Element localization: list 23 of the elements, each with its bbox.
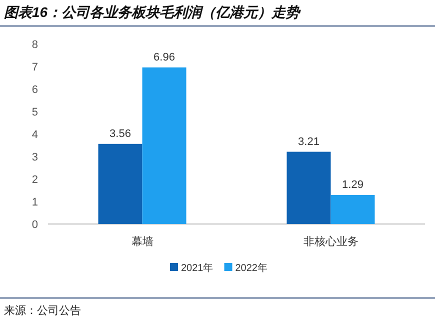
- x-tick-label: 非核心业务: [303, 235, 358, 248]
- data-label: 3.21: [298, 136, 320, 148]
- y-tick-label: 2: [32, 174, 38, 186]
- y-tick-label: 4: [32, 129, 38, 141]
- chart-title: 图表16：公司各业务板块毛利润（亿港元）走势: [4, 4, 302, 20]
- bar: [142, 67, 186, 224]
- y-tick-label: 8: [32, 39, 38, 51]
- y-tick-label: 1: [32, 196, 38, 208]
- bar: [330, 194, 375, 224]
- y-tick-label: 7: [32, 62, 38, 74]
- legend-label: 2022年: [235, 262, 268, 274]
- bar: [286, 152, 331, 224]
- source-note: 来源：公司公告: [4, 304, 81, 317]
- y-tick-label: 6: [32, 84, 38, 96]
- y-tick-label: 3: [32, 152, 38, 164]
- x-tick-label: 幕墙: [131, 235, 154, 248]
- y-tick-label: 5: [32, 106, 38, 118]
- data-label: 3.56: [110, 128, 131, 140]
- legend-label: 2021年: [181, 262, 214, 274]
- data-label: 1.29: [342, 178, 364, 191]
- y-tick-label: 0: [32, 219, 38, 231]
- data-label: 6.96: [154, 51, 175, 64]
- bar: [98, 144, 142, 224]
